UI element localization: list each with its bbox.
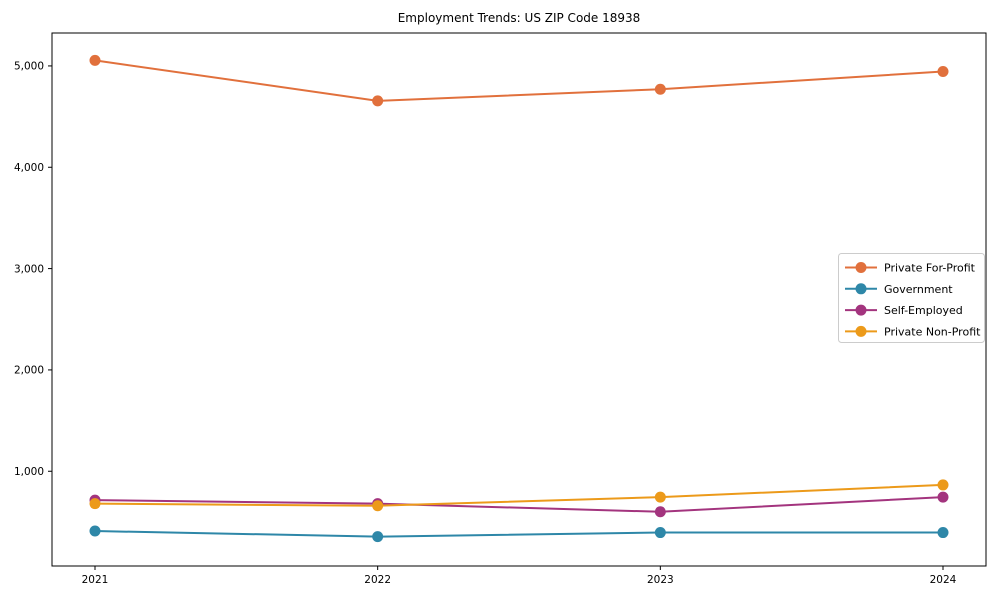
data-point-self-employed bbox=[937, 491, 949, 503]
legend-label-government: Government bbox=[884, 283, 953, 296]
data-point-government bbox=[937, 527, 949, 539]
y-tick-label: 1,000 bbox=[14, 466, 44, 478]
data-point-self-employed bbox=[654, 506, 666, 518]
legend: Private For-Profit Government Self-Employe… bbox=[838, 253, 985, 343]
data-point-private-non-profit bbox=[89, 498, 101, 510]
x-tick-label: 2024 bbox=[930, 574, 957, 586]
legend-box bbox=[838, 253, 985, 343]
plot-frame bbox=[51, 32, 987, 567]
x-tick-label: 2023 bbox=[647, 574, 674, 586]
data-point-private-for-profit bbox=[89, 54, 101, 66]
chart-title: Employment Trends: US ZIP Code 18938 bbox=[398, 11, 641, 25]
data-point-private-for-profit bbox=[654, 83, 666, 95]
series-line-self-employed bbox=[94, 496, 944, 513]
legend-marker-self-employed bbox=[855, 304, 867, 316]
x-tick-label: 2021 bbox=[82, 574, 109, 586]
data-point-private-for-profit bbox=[937, 66, 949, 78]
series-line-private-for-profit bbox=[94, 59, 944, 102]
y-tick-label: 2,000 bbox=[14, 365, 44, 377]
data-point-government bbox=[89, 525, 101, 537]
data-point-private-non-profit bbox=[372, 500, 384, 512]
legend-marker-private-for-profit bbox=[855, 262, 867, 273]
data-point-private-non-profit bbox=[654, 491, 666, 503]
legend-marker-government bbox=[855, 283, 867, 295]
data-point-private-for-profit bbox=[372, 95, 384, 107]
series-line-government bbox=[94, 530, 943, 538]
x-tick-label: 2022 bbox=[364, 574, 391, 586]
y-tick-label: 3,000 bbox=[14, 263, 44, 275]
y-tick-label: 5,000 bbox=[14, 61, 44, 73]
legend-marker-private-non-profit bbox=[855, 325, 867, 337]
legend-label-private-non-profit: Private Non-Profit bbox=[884, 325, 981, 338]
data-point-government bbox=[654, 527, 666, 539]
y-tick-label: 4,000 bbox=[14, 162, 44, 174]
legend-label-private-for-profit: Private For-Profit bbox=[884, 262, 976, 275]
legend-label-self-employed: Self-Employed bbox=[884, 304, 963, 317]
data-point-private-non-profit bbox=[937, 479, 949, 491]
data-point-government bbox=[372, 531, 384, 543]
series-line-private-non-profit bbox=[94, 483, 944, 507]
